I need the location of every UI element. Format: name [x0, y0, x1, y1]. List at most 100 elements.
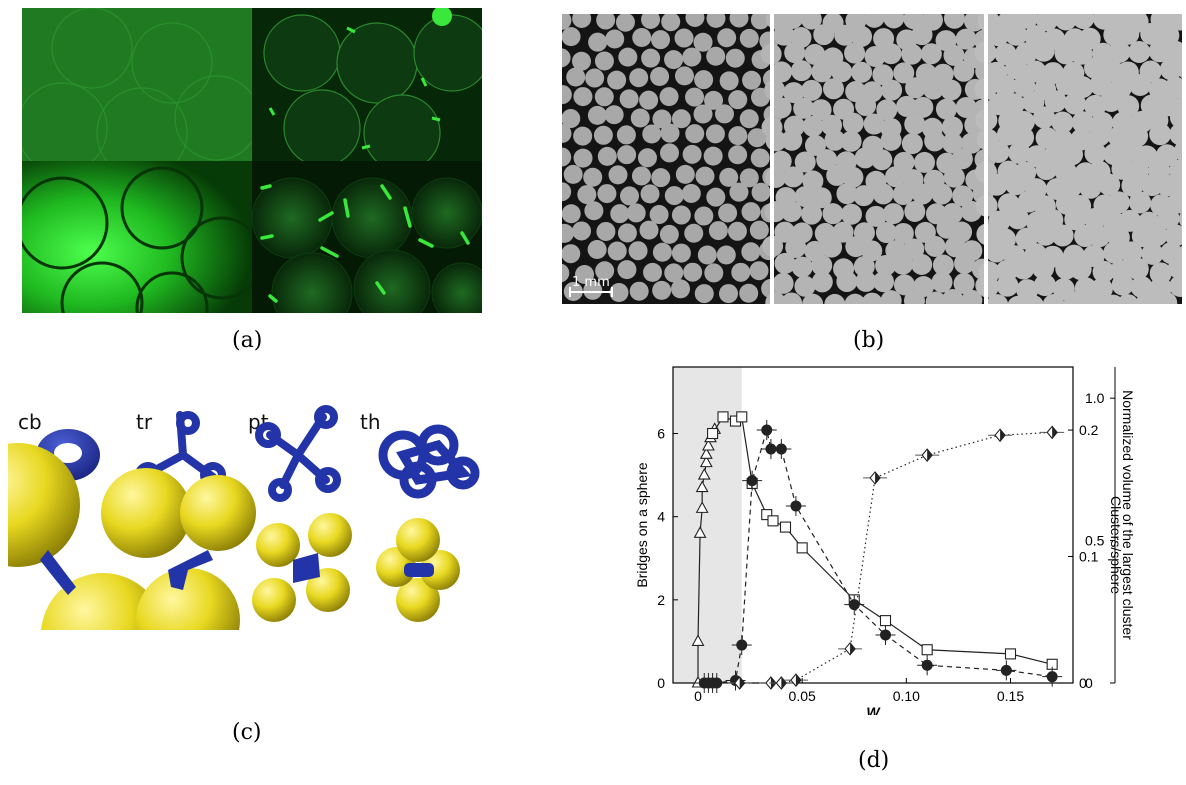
grain-disk	[695, 166, 715, 186]
grain-disk	[1054, 42, 1077, 65]
morphology-drawings	[8, 405, 480, 630]
grain-disk	[1121, 174, 1144, 197]
grain-disk	[764, 201, 786, 223]
caption-d: (d)	[858, 748, 890, 773]
y-left-tick-label: 2	[657, 592, 665, 608]
grain-disk	[863, 113, 885, 135]
data-point-filled-circle	[921, 659, 933, 671]
data-point-open-square	[921, 644, 933, 656]
grain-disk	[942, 132, 964, 154]
grain-disk	[628, 241, 648, 261]
grain-disk	[801, 79, 823, 101]
y-right-outer-tick-label: 0	[1085, 675, 1093, 691]
grain-disk	[1103, 241, 1126, 264]
grain-disk	[845, 236, 867, 258]
grain-disk	[583, 167, 603, 187]
grain-disk	[1032, 257, 1055, 280]
grain-disk	[790, 60, 812, 82]
grain-disk	[942, 289, 964, 304]
y-left-axis-label: Bridges on a sphere	[634, 462, 650, 588]
grain-disk	[772, 272, 794, 294]
grain-disk	[562, 48, 571, 68]
grain-disk	[802, 115, 824, 137]
grain-disk	[1149, 123, 1172, 146]
grain-disk	[810, 99, 832, 121]
grain-disk	[826, 164, 848, 186]
grain-disk	[571, 51, 591, 71]
grain-disk	[932, 254, 954, 276]
grain-disk	[794, 151, 816, 173]
grain-disk	[649, 205, 669, 225]
grain-disk	[618, 47, 638, 67]
grain-disk	[1159, 58, 1182, 81]
data-point-open-square	[736, 411, 748, 423]
grain-disk	[925, 203, 947, 225]
grain-disk	[572, 221, 592, 241]
grain-disk	[784, 42, 806, 64]
bridge-th-shape	[378, 424, 480, 499]
grain-disk	[893, 62, 915, 84]
grain-disk	[834, 24, 856, 46]
grain-disk	[694, 206, 714, 226]
grain-disk	[911, 253, 933, 275]
grain-disk	[597, 184, 617, 204]
grain-disk	[637, 148, 657, 168]
data-point-open-square	[767, 515, 779, 527]
grain-disk	[572, 14, 592, 28]
grain-disk	[629, 281, 649, 301]
grain-disk	[912, 96, 934, 118]
grain-disk	[953, 60, 975, 82]
grain-disk	[793, 97, 815, 119]
grain-disk	[719, 71, 739, 91]
grain-disk	[1084, 142, 1107, 165]
grain-disk	[1005, 57, 1028, 80]
grain-disk	[822, 203, 844, 225]
grain-disk	[631, 166, 651, 186]
grain-disk	[704, 90, 724, 110]
grain-disk	[1005, 23, 1028, 46]
panel-a-fluorescence-image	[22, 8, 482, 313]
grain-disk	[1083, 207, 1106, 230]
caption-b: (b)	[853, 328, 885, 353]
grain-disk	[832, 221, 854, 243]
data-point-half	[875, 471, 881, 484]
grain-disk	[1033, 106, 1056, 129]
grain-disk	[664, 50, 684, 70]
grain-disk	[1148, 40, 1171, 63]
grain-disk	[781, 129, 803, 151]
grain-disk	[640, 184, 660, 204]
grain-disk	[931, 183, 953, 205]
grain-disk	[1032, 39, 1055, 62]
data-point-open-square	[717, 411, 729, 423]
grain-disk	[1178, 211, 1182, 227]
grain-disk	[587, 239, 607, 259]
data-point-half	[927, 449, 933, 462]
grain-disk	[773, 24, 795, 46]
grain-disk	[588, 32, 608, 52]
data-point-open-square	[707, 427, 719, 440]
grain-disk	[1061, 143, 1084, 166]
grain-disk	[1088, 124, 1111, 147]
grain-disk	[608, 165, 628, 185]
grain-disk	[693, 32, 713, 52]
grain-disk	[1155, 291, 1178, 304]
grain-disk	[671, 205, 691, 225]
grain-disk	[880, 43, 902, 65]
grain-disk	[749, 261, 769, 281]
grain-disk	[783, 82, 805, 104]
data-point-open-square	[796, 542, 808, 554]
grain-disk	[714, 104, 734, 124]
grain-disk	[704, 263, 724, 283]
data-point-open-square	[1004, 648, 1017, 660]
grain-disk	[1174, 140, 1182, 162]
grain-disk	[681, 183, 701, 203]
grain-disk	[632, 27, 652, 47]
grain-disk	[764, 79, 786, 101]
grain-disk	[1128, 40, 1151, 63]
data-point-half	[850, 642, 856, 655]
grain-disk	[780, 201, 802, 223]
grain-disk	[781, 292, 803, 304]
grain-disk	[741, 202, 761, 222]
data-point-half	[1052, 426, 1058, 439]
grain-disk	[863, 14, 885, 28]
